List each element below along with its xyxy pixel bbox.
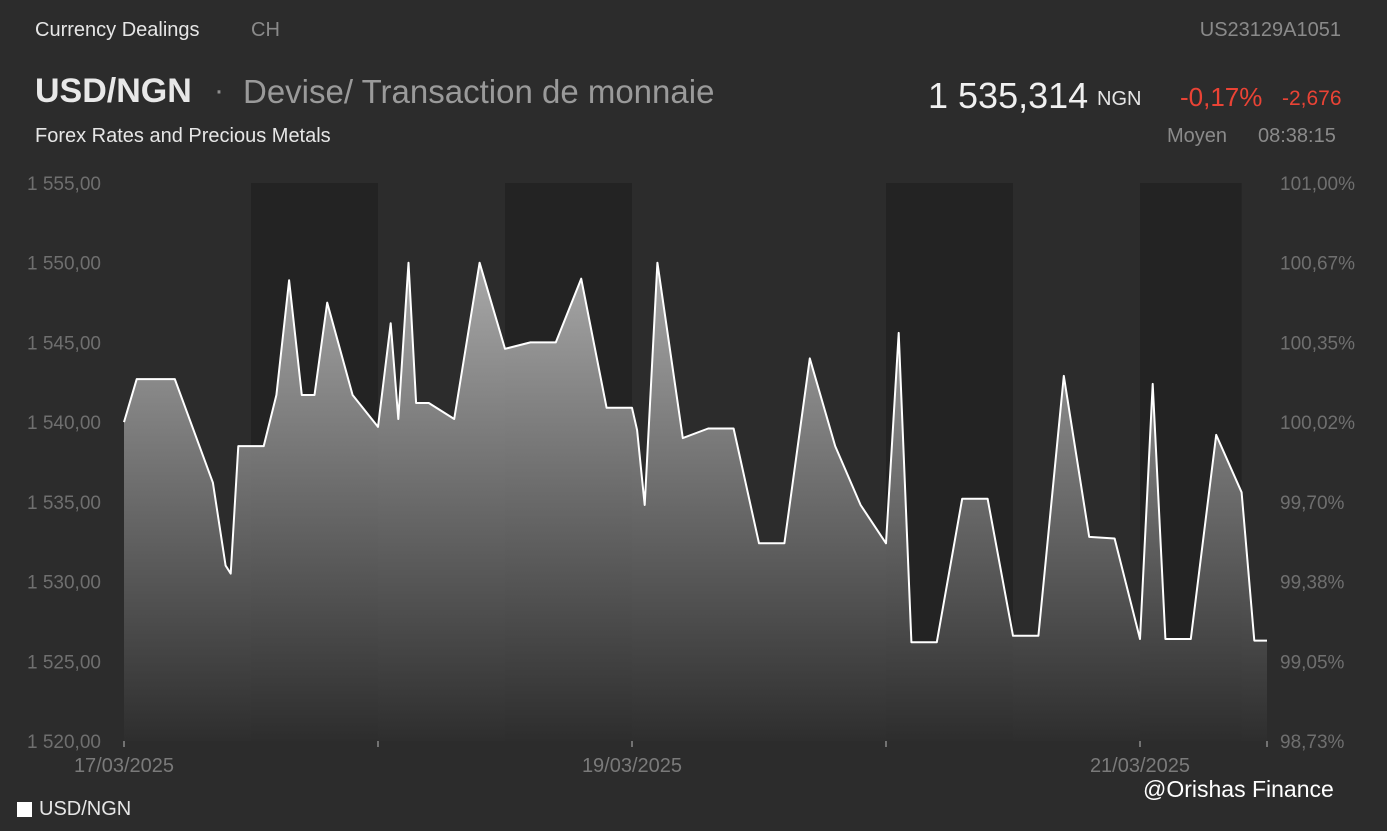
isin-code: US23129A1051 bbox=[1199, 19, 1341, 41]
legend-swatch bbox=[17, 802, 32, 817]
y-left-tick-label: 1 555,00 bbox=[27, 174, 101, 195]
y-right-tick-label: 99,70% bbox=[1280, 493, 1345, 514]
y-right-tick-label: 100,02% bbox=[1280, 413, 1355, 434]
y-left-tick-label: 1 540,00 bbox=[27, 413, 101, 434]
x-tick-label: 17/03/2025 bbox=[74, 755, 174, 777]
change-percent: -0,17% bbox=[1180, 82, 1263, 112]
y-right-tick-label: 100,35% bbox=[1280, 333, 1355, 354]
y-right-tick-label: 99,05% bbox=[1280, 652, 1345, 673]
y-left-tick-label: 1 530,00 bbox=[27, 573, 101, 594]
y-right-tick-label: 99,38% bbox=[1280, 573, 1345, 594]
y-right-tick-label: 101,00% bbox=[1280, 174, 1355, 195]
price-mode: Moyen bbox=[1167, 125, 1228, 147]
section-title: Currency Dealings bbox=[35, 19, 200, 41]
chart-legend[interactable]: USD/NGN bbox=[17, 798, 131, 821]
series-area-usd-ngn bbox=[124, 262, 1267, 741]
y-left-tick-label: 1 545,00 bbox=[27, 333, 101, 354]
legend-label: USD/NGN bbox=[39, 798, 132, 820]
instrument-type: Devise/ Transaction de monnaie bbox=[243, 73, 715, 110]
currency-pair-title: USD/NGN bbox=[35, 72, 192, 110]
price-currency: NGN bbox=[1097, 88, 1142, 110]
y-left-tick-label: 1 550,00 bbox=[27, 254, 101, 275]
title-separator: · bbox=[214, 74, 224, 107]
instrument-subtitle: Forex Rates and Precious Metals bbox=[35, 125, 331, 147]
series-line-usd-ngn bbox=[123, 261, 1267, 644]
y-left-tick-label: 1 520,00 bbox=[27, 732, 101, 753]
market-code: CH bbox=[251, 19, 280, 41]
y-right-tick-label: 98,73% bbox=[1280, 732, 1345, 753]
last-price: 1 535,314 bbox=[928, 75, 1089, 116]
watermark: @Orishas Finance bbox=[1143, 776, 1334, 802]
x-tick-label: 21/03/2025 bbox=[1090, 755, 1190, 777]
quote-time: 08:38:15 bbox=[1258, 125, 1336, 147]
y-left-tick-label: 1 525,00 bbox=[27, 652, 101, 673]
change-absolute: -2,676 bbox=[1282, 87, 1342, 110]
y-left-tick-label: 1 535,00 bbox=[27, 493, 101, 514]
x-tick-label: 19/03/2025 bbox=[582, 755, 682, 777]
y-right-tick-label: 100,67% bbox=[1280, 254, 1355, 275]
